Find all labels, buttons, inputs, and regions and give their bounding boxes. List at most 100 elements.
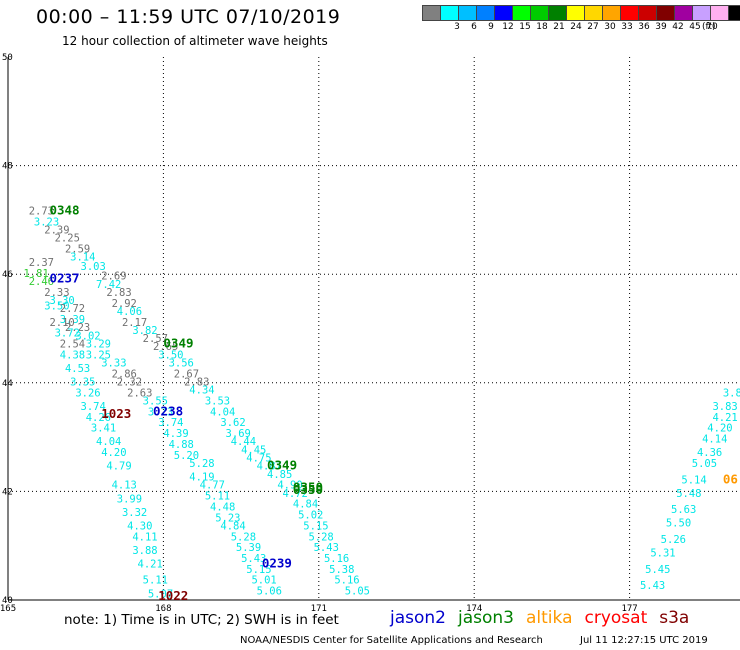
wave-height-value: 3.73 bbox=[148, 406, 173, 418]
wave-height-value: 5.05 bbox=[692, 458, 717, 470]
wave-height-value: 5.11 bbox=[143, 575, 168, 587]
wave-height-value: 4.21 bbox=[138, 558, 163, 570]
colorbar-tick-label: 24 bbox=[570, 22, 582, 32]
colorbar-tick-label: 3 bbox=[454, 22, 460, 32]
colorbar-tick-label: 39 bbox=[655, 22, 667, 32]
credit-line: NOAA/NESDIS Center for Satellite Applica… bbox=[240, 635, 543, 646]
wave-height-value: 3.99 bbox=[117, 493, 142, 505]
wave-height-value: 4.87 bbox=[257, 461, 282, 473]
wave-height-value: 4.14 bbox=[702, 434, 727, 446]
wave-height-value: 5.38 bbox=[329, 564, 354, 576]
colorbar-tick-label: 36 bbox=[638, 22, 650, 32]
wave-height-value: 2.23 bbox=[65, 322, 90, 334]
wave-height-value: 5.23 bbox=[215, 512, 240, 524]
wave-height-value: 1.81 bbox=[24, 268, 49, 280]
wave-height-value: 5.11 bbox=[205, 491, 230, 503]
wave-height-value: 3.56 bbox=[169, 358, 194, 370]
pass-time-label: 0350 bbox=[293, 482, 323, 497]
wave-height-value: 4.04 bbox=[210, 406, 235, 418]
wave-height-value: 5.48 bbox=[676, 488, 701, 500]
wave-height-value: 5.45 bbox=[645, 564, 670, 576]
wave-height-value: 3.32 bbox=[122, 507, 147, 519]
wave-height-value: 4.53 bbox=[65, 363, 90, 375]
wave-height-value: 2.10 bbox=[49, 317, 74, 329]
wave-height-value: 2.17 bbox=[122, 317, 147, 329]
wave-height-value: 3.55 bbox=[143, 396, 168, 408]
wave-height-value: 3.35 bbox=[70, 377, 95, 389]
y-tick-label: 46 bbox=[2, 270, 13, 280]
pass-time-label: 0237 bbox=[49, 270, 79, 285]
wave-height-value: 4.75 bbox=[246, 453, 271, 465]
wave-height-value: 2.63 bbox=[127, 387, 152, 399]
wave-height-value: 4.48 bbox=[210, 501, 235, 513]
wave-height-value: 4.39 bbox=[163, 428, 188, 440]
wave-height-value: 4.36 bbox=[697, 447, 722, 459]
grid-lines bbox=[8, 57, 740, 600]
wave-height-value: 4.84 bbox=[220, 520, 245, 532]
wave-height-value: 4.90 bbox=[277, 480, 302, 492]
x-tick-label: 171 bbox=[311, 604, 327, 614]
wave-height-value: 2.92 bbox=[112, 298, 137, 310]
wave-height-value: 2.69 bbox=[101, 271, 126, 283]
chart-subtitle: 12 hour collection of altimeter wave hei… bbox=[62, 34, 328, 48]
x-tick-label: 168 bbox=[155, 604, 171, 614]
wave-height-value: 5.01 bbox=[251, 575, 276, 587]
wave-height-value: 4.34 bbox=[189, 385, 214, 397]
pass-time-label: 0350 bbox=[293, 479, 323, 494]
wave-height-value: 4.38 bbox=[60, 349, 85, 361]
wave-height-value: 5.39 bbox=[236, 542, 261, 554]
wave-height-value: 4.79 bbox=[106, 461, 131, 473]
colorbar-tick-label: 15 bbox=[519, 22, 531, 32]
wave-height-value: 5.02 bbox=[298, 510, 323, 522]
wave-height-value: 4.26 bbox=[86, 412, 111, 424]
wave-height-value: 5.14 bbox=[681, 474, 706, 486]
pass-time-label: 1022 bbox=[158, 588, 188, 603]
wave-height-value: 3.88 bbox=[132, 545, 157, 557]
wave-height-value: 5.16 bbox=[334, 575, 359, 587]
wave-height-value: 2.39 bbox=[44, 224, 69, 236]
wave-height-value: 3.74 bbox=[81, 401, 106, 413]
pass-time-labels: 0348023703490238102303490350035002391022… bbox=[49, 202, 737, 603]
wave-height-labels: 2.733.232.392.252.593.14 2.37 3.03 1.81 2.69… bbox=[24, 205, 740, 600]
wave-height-value: 3.29 bbox=[86, 339, 111, 351]
axis-frame bbox=[7, 57, 740, 601]
wave-height-value: 3.30 bbox=[49, 295, 74, 307]
colorbar-labels: (ft) 3 6 9 12 15 18 21 24 27 30 33 36 39 42 45 70 bbox=[422, 22, 740, 34]
generation-timestamp: Jul 11 12:27:15 UTC 2019 bbox=[580, 635, 708, 646]
wave-height-value: 5.15 bbox=[246, 564, 271, 576]
colorbar bbox=[422, 5, 740, 21]
wave-height-value: 4.19 bbox=[189, 472, 214, 484]
colorbar-tick-label: 6 bbox=[471, 22, 477, 32]
wave-height-value: 4.45 bbox=[241, 444, 266, 456]
wave-height-value: 2.86 bbox=[112, 368, 137, 380]
wave-height-value: 3.14 bbox=[70, 252, 95, 264]
wave-height-value: 5.28 bbox=[308, 531, 333, 543]
wave-height-value: 2.46 bbox=[29, 276, 54, 288]
wave-height-value: 5.07 bbox=[148, 588, 173, 600]
wave-height-value: 5.43 bbox=[314, 542, 339, 554]
wave-height-value: 2.59 bbox=[65, 243, 90, 255]
colorbar-unit: (ft) bbox=[702, 22, 716, 32]
wave-height-value: 4.77 bbox=[200, 480, 225, 492]
colorbar-tick-label: 33 bbox=[621, 22, 633, 32]
pass-time-label: 0239 bbox=[262, 555, 292, 570]
wave-height-value: 2.25 bbox=[55, 233, 80, 245]
colorbar-tick-label: 27 bbox=[587, 22, 599, 32]
wave-height-value: 5.43 bbox=[241, 553, 266, 565]
wave-height-value: 3.50 bbox=[44, 300, 69, 312]
wave-height-value: 4.21 bbox=[712, 412, 737, 424]
wave-height-value: 4.85 bbox=[267, 469, 292, 481]
y-tick-label: 42 bbox=[2, 487, 13, 497]
wave-height-value: 5.06 bbox=[257, 586, 282, 598]
wave-height-value: 2.83 bbox=[184, 377, 209, 389]
pass-time-label: 0238 bbox=[153, 403, 183, 418]
pass-time-label: 1023 bbox=[101, 406, 131, 421]
colorbar-tick-label: 12 bbox=[502, 22, 514, 32]
colorbar-swatch bbox=[728, 5, 740, 21]
wave-height-value: 3.02 bbox=[75, 330, 100, 342]
wave-height-value: 3.82 bbox=[132, 325, 157, 337]
wave-height-value: 4.11 bbox=[132, 531, 157, 543]
wave-height-value: 2.37 bbox=[29, 257, 54, 269]
y-tick-label: 48 bbox=[2, 162, 13, 172]
y-tick-label: 50 bbox=[2, 53, 13, 63]
